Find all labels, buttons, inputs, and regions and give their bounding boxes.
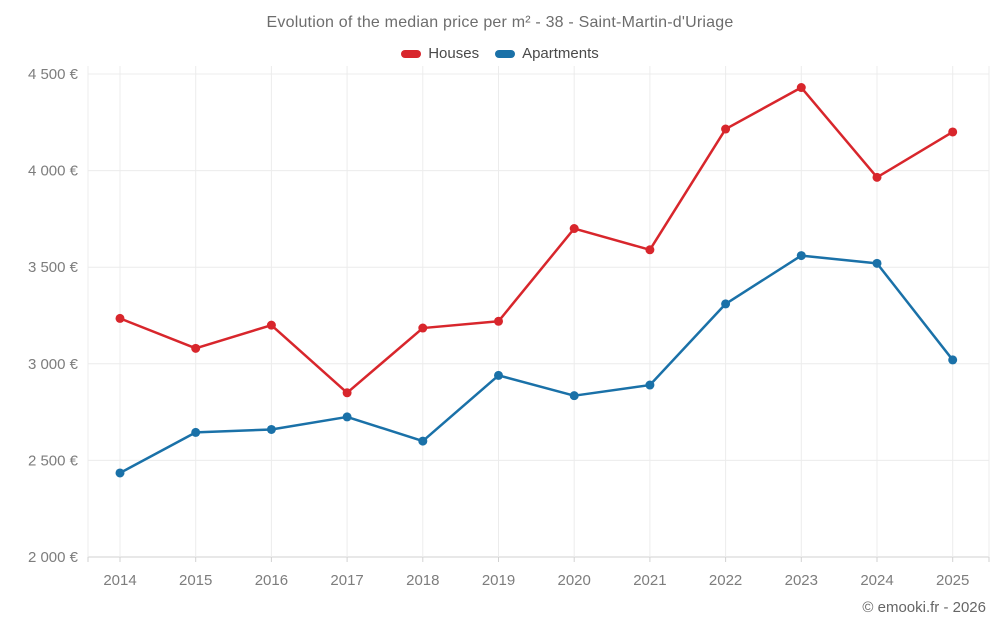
houses-point-2021[interactable] — [645, 245, 655, 255]
houses-point-2020[interactable] — [569, 224, 579, 234]
legend-item-houses[interactable]: Houses — [401, 45, 479, 62]
houses-point-2018[interactable] — [418, 323, 428, 333]
apartments-point-2024[interactable] — [872, 258, 882, 268]
apartments-point-2019[interactable] — [494, 370, 503, 380]
houses-point-2024[interactable] — [872, 172, 882, 182]
x-axis-tick-label: 2023 — [785, 572, 818, 589]
y-axis-tick-label: 3 000 € — [28, 356, 79, 373]
apartments-point-2020[interactable] — [569, 391, 579, 401]
houses-point-2017[interactable] — [342, 388, 352, 398]
chart-title: Evolution of the median price per m² - 3… — [266, 14, 734, 31]
x-axis-tick-label: 2024 — [860, 572, 893, 589]
houses-point-2014[interactable] — [115, 313, 125, 323]
apartments-point-2025[interactable] — [948, 355, 958, 365]
houses-point-2016[interactable] — [266, 320, 276, 330]
apartments-line — [118, 254, 954, 475]
houses-point-2019[interactable] — [494, 316, 503, 326]
houses-line — [118, 86, 954, 395]
y-axis-tick-label: 3 500 € — [28, 259, 79, 276]
apartments-point-2021[interactable] — [645, 380, 655, 390]
x-axis-tick-label: 2015 — [179, 572, 212, 589]
apartments-point-2018[interactable] — [418, 436, 428, 446]
x-axis-tick-label: 2014 — [103, 572, 136, 589]
y-axis-tick-label: 2 000 € — [28, 549, 79, 566]
houses-point-2022[interactable] — [721, 124, 731, 134]
x-axis-tick-label: 2021 — [633, 572, 666, 589]
houses-point-2025[interactable] — [948, 127, 958, 137]
x-axis-tick-label: 2022 — [709, 572, 742, 589]
x-axis-tick-label: 2018 — [406, 572, 439, 589]
apartments-point-2022[interactable] — [721, 299, 731, 309]
houses-point-2015[interactable] — [191, 343, 201, 353]
legend-item-apartments[interactable]: Apartments — [495, 45, 599, 62]
x-axis-tick-label: 2019 — [482, 572, 515, 589]
houses-point-2023[interactable] — [796, 83, 806, 93]
houses-legend-label: Houses — [428, 45, 480, 62]
y-axis-tick-label: 2 500 € — [28, 452, 79, 469]
x-axis-tick-label: 2016 — [255, 572, 288, 589]
x-axis-tick-label: 2020 — [558, 572, 591, 589]
apartments-point-2015[interactable] — [191, 427, 201, 437]
apartments-point-2017[interactable] — [342, 412, 352, 422]
copyright: © emooki.fr - 2026 — [862, 599, 986, 616]
houses-legend-swatch — [401, 49, 422, 58]
y-axis-tick-label: 4 500 € — [28, 66, 79, 83]
apartments-point-2014[interactable] — [115, 468, 125, 478]
y-axis-tick-label: 4 000 € — [28, 163, 79, 180]
chart-legend: Houses Apartments — [0, 45, 1000, 62]
x-axis-tick-label: 2025 — [936, 572, 969, 589]
apartments-point-2016[interactable] — [266, 424, 276, 434]
x-axis-tick-label: 2017 — [330, 572, 363, 589]
apartments-legend-swatch — [495, 49, 516, 58]
apartments-legend-label: Apartments — [522, 45, 599, 62]
apartments-point-2023[interactable] — [796, 251, 806, 261]
